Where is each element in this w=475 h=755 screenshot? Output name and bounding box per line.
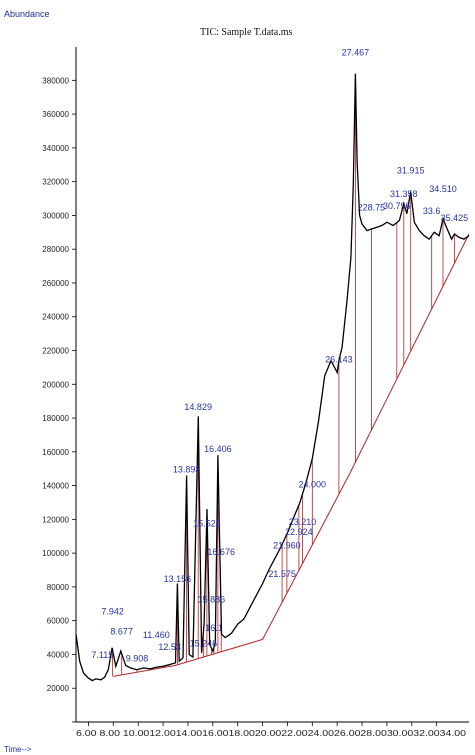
y-tick-label: 320000 (42, 178, 69, 187)
peak-label: 12.53 (158, 642, 181, 652)
peak-label: 16.406 (204, 444, 232, 454)
peak-label: 9.908 (126, 654, 149, 664)
peak-label: 23.210 (289, 517, 317, 527)
peak-label: 7.942 (101, 606, 124, 616)
peak-label: 30.796 (383, 201, 411, 211)
peak-label: 21.960 (273, 541, 301, 551)
peak-label: 13.893 (173, 465, 201, 475)
peak-label: 21.575 (268, 569, 296, 579)
baseline (113, 233, 470, 677)
tic-trace (75, 73, 470, 682)
peak-label: 24.000 (299, 480, 327, 490)
y-tick-label: 280000 (42, 245, 69, 254)
peak-label: 26.143 (325, 355, 353, 365)
peak-labels: 7.115 7.942 8.677 9.908 11.460 12.53 13.156 13.… (91, 47, 468, 663)
peak-label: 228.75 (358, 203, 386, 213)
y-tick-label: 220000 (42, 347, 69, 356)
y-tick-label: 20000 (47, 684, 70, 693)
peak-label: 13.156 (164, 574, 192, 584)
y-ticks: 20000 40000 60000 80000 100000 120000 140000 16… (42, 76, 76, 723)
peak-label: 7.115 (91, 650, 113, 660)
peak-label: 15.528 (193, 519, 221, 529)
y-tick-label: 180000 (42, 414, 69, 423)
y-tick-label: 80000 (47, 583, 70, 592)
peak-label: 16.676 (207, 547, 235, 557)
peak-label: 15.886 (198, 595, 226, 605)
chart-title: TIC: Sample T.data.ms (200, 27, 293, 38)
y-tick-label: 120000 (42, 515, 69, 524)
peak-label: 27.467 (342, 47, 370, 57)
peak-label: 31.358 (390, 189, 418, 199)
peak-label: 31.915 (397, 166, 425, 176)
y-tick-label: 380000 (42, 76, 69, 85)
y-tick-label: 100000 (42, 549, 69, 558)
y-tick-label: 60000 (47, 617, 70, 626)
peak-label: 14.829 (184, 402, 212, 412)
peak-label: 35.425 (441, 213, 469, 223)
x-tick-labels: 6.00 8.00 10.0012.0014.0016.0018.0020.00… (76, 729, 467, 738)
y-tick-label: 40000 (47, 650, 70, 659)
peak-label: 8.677 (110, 627, 133, 637)
x-ticks (88, 722, 438, 726)
peak-label: 33.6 (423, 206, 441, 216)
peak-label: 16.1 (205, 623, 223, 633)
y-axis-label: Abundance (4, 9, 50, 19)
integration-lines (112, 73, 455, 677)
integration-baseline (113, 233, 470, 677)
y-tick-label: 140000 (42, 482, 69, 491)
y-tick-label: 160000 (42, 448, 69, 457)
peak-label: 22.924 (285, 527, 313, 537)
y-tick-label: 300000 (42, 211, 69, 220)
y-tick-label: 260000 (42, 279, 69, 288)
peak-label: 34.510 (429, 184, 457, 194)
y-tick-label: 200000 (42, 380, 69, 389)
x-axis-label: Time--> (4, 745, 32, 754)
peak-label: 15.246 (190, 638, 218, 648)
y-tick-label: 240000 (42, 313, 69, 322)
y-tick-label: 340000 (42, 144, 69, 153)
y-tick-label: 360000 (42, 110, 69, 119)
peak-label: 11.460 (143, 630, 170, 640)
